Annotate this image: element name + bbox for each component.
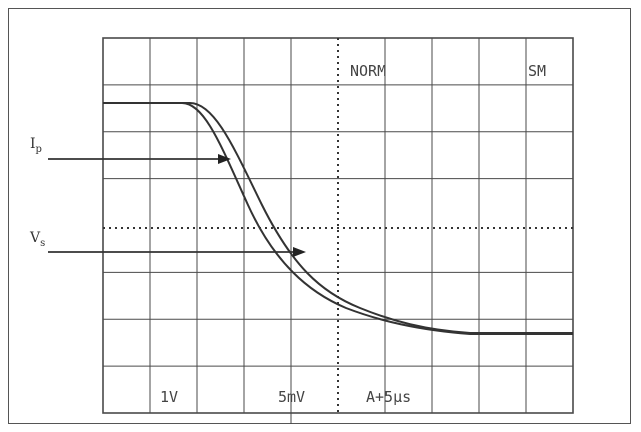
trace-ip: [103, 102, 573, 334]
vs-signal-name: V: [30, 230, 41, 246]
ip-arrow-icon: [218, 154, 231, 164]
ch1-scale-label: 1V: [160, 388, 179, 406]
timebase-label: A+5μs: [366, 388, 412, 406]
vs-arrow-icon: [293, 247, 306, 257]
ch2-scale-label: 5mV: [278, 388, 306, 406]
ip-signal-label: Ip: [30, 137, 42, 155]
trace-vs: [103, 102, 573, 335]
vs-signal-label: Vs: [30, 231, 45, 249]
vs-signal-subscript: s: [40, 237, 46, 249]
ip-signal-subscript: p: [35, 143, 42, 155]
mode-label: NORM: [350, 62, 387, 80]
graticule-grid: [103, 38, 573, 413]
ip-signal-name: I: [30, 136, 36, 152]
figure-frame: [8, 8, 631, 424]
corner-label: SM: [528, 62, 547, 80]
